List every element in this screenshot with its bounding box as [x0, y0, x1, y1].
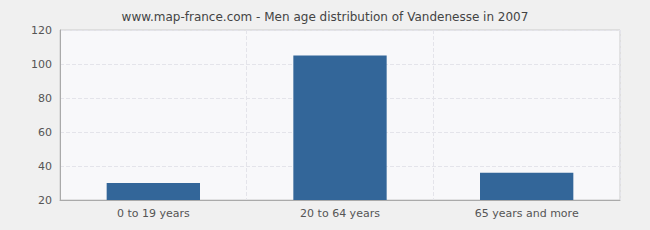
svg-text:0 to 19 years: 0 to 19 years [117, 207, 190, 220]
svg-text:120: 120 [31, 24, 52, 37]
svg-text:20 to 64 years: 20 to 64 years [300, 207, 380, 220]
svg-text:80: 80 [38, 92, 52, 105]
svg-text:60: 60 [38, 126, 52, 139]
svg-text:40: 40 [38, 160, 52, 173]
svg-text:20: 20 [38, 194, 52, 207]
svg-text:www.map-france.com - Men age d: www.map-france.com - Men age distributio… [122, 10, 529, 24]
svg-text:100: 100 [31, 58, 52, 71]
svg-text:65 years and more: 65 years and more [475, 207, 579, 220]
